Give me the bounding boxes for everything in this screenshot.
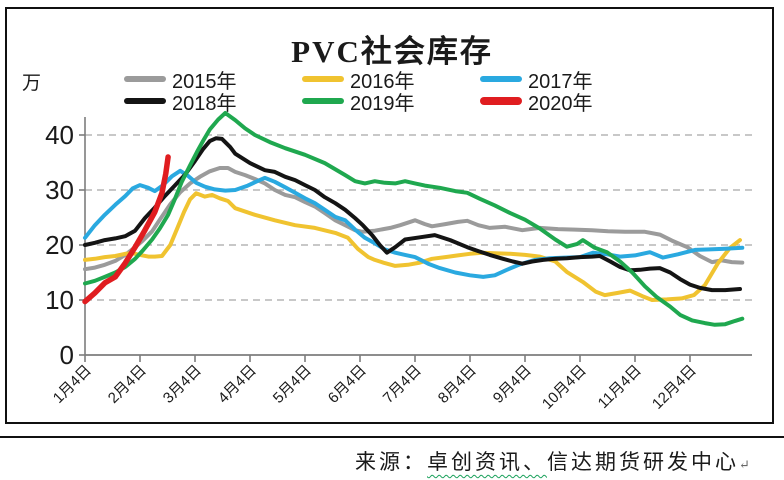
legend-swatch-2020年 <box>480 97 522 105</box>
y-tick-label-0: 0 <box>60 340 74 370</box>
legend-item-2019年: 2019年 <box>302 87 480 116</box>
x-tick-label-11月4日: 11月4日 <box>595 362 645 412</box>
source-text: 来源：卓创资讯、信达期货研发中心↵ <box>355 446 750 476</box>
y-tick-label-30: 30 <box>45 175 74 205</box>
x-tick-label-6月4日: 6月4日 <box>325 362 370 407</box>
legend-item-2016年: 2016年 <box>302 65 480 94</box>
series-line-2019年 <box>83 111 745 327</box>
y-tick-label-20: 20 <box>45 230 74 260</box>
legend-swatch-2017年 <box>480 76 522 82</box>
legend-item-2017年: 2017年 <box>480 65 658 94</box>
legend-swatch-2019年 <box>302 98 344 104</box>
legend-swatch-2016年 <box>302 76 344 82</box>
source-underlined-text: 卓创资讯、 <box>427 450 547 474</box>
x-tick-label-2月4日: 2月4日 <box>105 362 150 407</box>
x-tick-label-4月4日: 4月4日 <box>215 362 260 407</box>
legend-item-2020年: 2020年 <box>480 87 658 116</box>
x-tick-label-3月4日: 3月4日 <box>160 362 205 407</box>
legend-swatch-2018年 <box>124 98 166 104</box>
legend-row-1: 2015年 2016年 2017年 <box>124 68 724 93</box>
legend-item-2018年: 2018年 <box>124 87 302 116</box>
legend-item-2015年: 2015年 <box>124 65 302 94</box>
legend-label-2015年: 2015年 <box>172 70 237 93</box>
legend-label-2017年: 2017年 <box>528 70 593 93</box>
series-line-2020年 <box>82 154 171 305</box>
series-line-2017年 <box>83 168 745 279</box>
legend-label-2019年: 2019年 <box>350 92 415 115</box>
x-tick-label-10月4日: 10月4日 <box>539 362 590 413</box>
legend-label-2016年: 2016年 <box>350 70 415 93</box>
legend-label-2020年: 2020年 <box>528 92 593 115</box>
series-line-2016年 <box>83 191 742 302</box>
x-tick-label-5月4日: 5月4日 <box>270 362 315 407</box>
chart-title: PVC社会库存 <box>291 34 493 69</box>
paragraph-mark: ↵ <box>739 457 750 472</box>
x-tick-label-8月4日: 8月4日 <box>435 362 480 407</box>
chart-legend: 2015年 2016年 2017年 2018年 2019年 2020年 <box>124 68 724 115</box>
y-tick-label-40: 40 <box>45 120 74 150</box>
legend-label-2018年: 2018年 <box>172 92 237 115</box>
y-tick-label-10: 10 <box>45 285 74 315</box>
legend-row-2: 2018年 2019年 2020年 <box>124 90 724 115</box>
source-prefix: 来源： <box>355 450 427 474</box>
y-axis-unit-label: 万 <box>22 73 42 94</box>
legend-swatch-2015年 <box>124 76 166 82</box>
x-tick-label-12月4日: 12月4日 <box>649 362 700 413</box>
horizontal-divider <box>0 436 784 438</box>
source-rest-text: 信达期货研发中心 <box>547 450 739 474</box>
x-tick-label-7月4日: 7月4日 <box>380 362 425 407</box>
x-tick-label-9月4日: 9月4日 <box>490 362 535 407</box>
